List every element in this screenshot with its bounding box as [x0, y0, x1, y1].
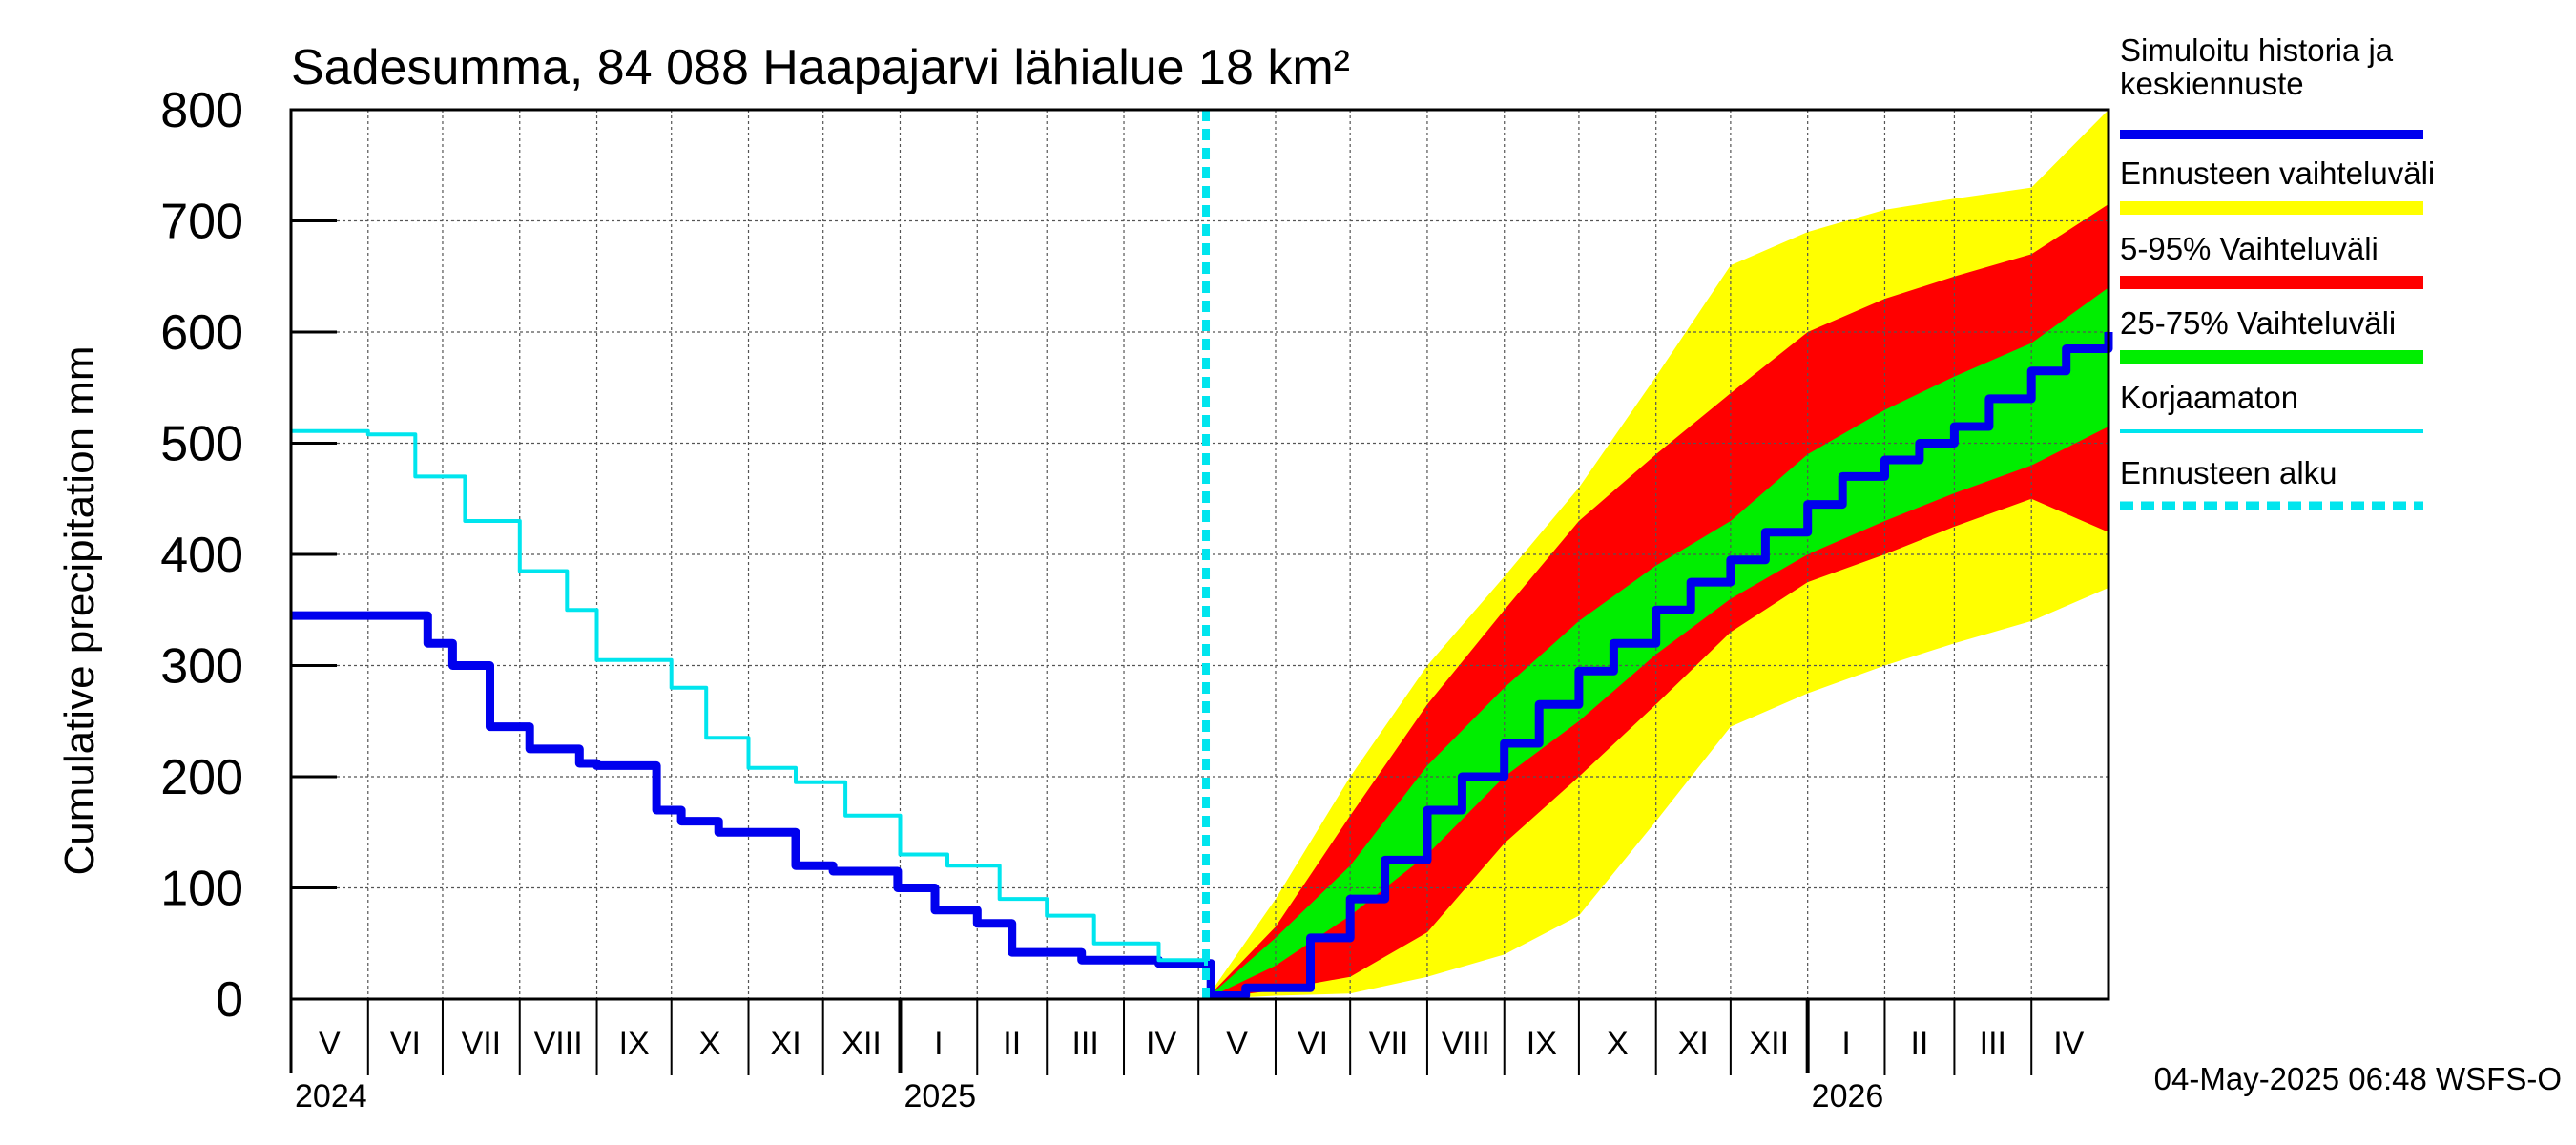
y-tick-label: 400 [160, 528, 243, 583]
month-label: V [1226, 1026, 1248, 1062]
month-label: III [1980, 1026, 2006, 1062]
y-axis-label: Cumulative precipitation mm [56, 345, 103, 875]
x-axis: V VI VII VIII IX X XI XII I II III IV V VI VII VIII IX X X… [289, 999, 2085, 1114]
month-label: X [1607, 1026, 1629, 1062]
y-tick-label: 700 [160, 195, 243, 250]
series-lines [291, 110, 2113, 1000]
y-tick-label: 200 [160, 750, 243, 805]
y-tick-label: 300 [160, 639, 243, 695]
legend-label: 5-95% Vaihteluväli [2120, 231, 2379, 266]
month-label: V [319, 1026, 341, 1062]
year-label: 2025 [904, 1078, 976, 1114]
month-label: VIII [1442, 1026, 1490, 1062]
month-label: VIII [534, 1026, 583, 1062]
legend-label: Ennusteen alku [2120, 455, 2337, 490]
y-tick-label: 600 [160, 305, 243, 361]
month-label: I [934, 1026, 943, 1062]
footer-timestamp: 04-May-2025 06:48 WSFS-O [2154, 1061, 2562, 1096]
month-label: VII [1369, 1026, 1409, 1062]
month-label: XII [1749, 1026, 1789, 1062]
legend-label: 25-75% Vaihteluväli [2120, 305, 2396, 341]
y-axis: 0 100 200 300 400 500 600 700 800 [160, 83, 337, 1028]
month-label: XI [771, 1026, 801, 1062]
year-label: 2026 [1812, 1078, 1884, 1114]
legend: Simuloitu historia ja keskiennuste Ennuste… [2120, 32, 2435, 510]
y-tick-label: 800 [160, 83, 243, 138]
month-label: III [1071, 1026, 1098, 1062]
plot-area [289, 108, 2113, 1001]
month-label: IV [1146, 1026, 1176, 1062]
month-label: XII [841, 1026, 882, 1062]
month-label: VI [1298, 1026, 1328, 1062]
month-label: IV [2053, 1026, 2084, 1062]
series-line-simulated [291, 332, 2113, 1000]
month-label: XI [1678, 1026, 1709, 1062]
legend-label: Korjaamaton [2120, 380, 2298, 415]
year-label: 2024 [295, 1078, 367, 1114]
series-line-uncorrected [291, 428, 1208, 966]
month-label: II [1003, 1026, 1021, 1062]
month-label: II [1910, 1026, 1928, 1062]
chart-title: Sadesumma, 84 088 Haapajarvi lähialue 18… [291, 40, 1350, 95]
month-label: VI [390, 1026, 421, 1062]
month-label: IX [1527, 1026, 1557, 1062]
month-label: I [1841, 1026, 1850, 1062]
month-label: X [699, 1026, 721, 1062]
month-label: VII [462, 1026, 502, 1062]
y-tick-label: 100 [160, 862, 243, 917]
legend-label: Ennusteen vaihteluväli [2120, 156, 2435, 191]
legend-label: Simuloitu historia ja keskiennuste [2120, 32, 2394, 101]
y-tick-label: 0 [216, 972, 243, 1028]
month-label: IX [619, 1026, 650, 1062]
y-tick-label: 500 [160, 417, 243, 472]
